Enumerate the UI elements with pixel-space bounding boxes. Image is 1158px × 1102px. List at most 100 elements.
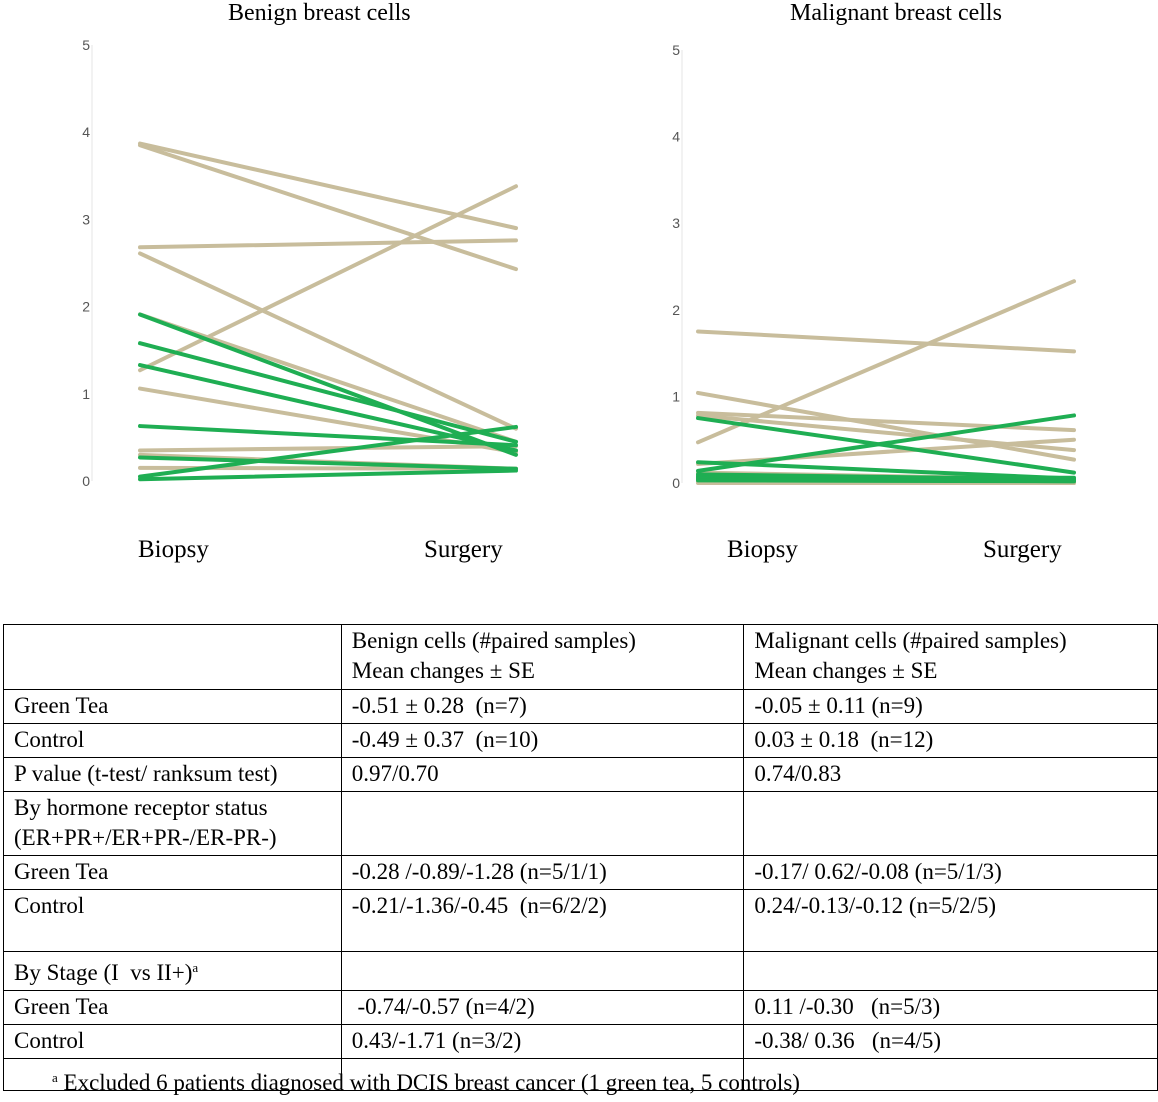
patient-line	[138, 312, 518, 444]
table-cell: -0.74/-0.57 (n=4/2)	[340, 990, 745, 1025]
table-cell: By hormone receptor status (ER+PR+/ER+PR-…	[3, 791, 342, 856]
table-row: P value (t-test/ ranksum test) 0.97/0.70 0…	[3, 757, 1158, 792]
patient-line	[138, 251, 518, 431]
results-table: Benign cells (#paired samples) Mean chang…	[3, 624, 1158, 1091]
cell-text: Control	[14, 1028, 85, 1053]
table-cell: -0.05 ± 0.11 (n=9)	[743, 689, 1158, 724]
table-row: Green Tea -0.74/-0.57 (n=4/2) 0.11 /-0.30…	[3, 990, 1158, 1025]
paired-line-charts: 0 1 2 3 4 5 0 1 2 3 4 5	[82, 37, 1076, 491]
table-cell: -0.49 ± 0.37 (n=10)	[340, 723, 745, 758]
y-tick-label-malignant: 2	[672, 302, 680, 318]
patient-line	[138, 143, 518, 272]
table-cell: 0.74/0.83	[743, 757, 1158, 792]
footnote-marker: a	[52, 1070, 58, 1085]
patient-line	[138, 424, 518, 448]
cell-text: By Stage (I vs II+)	[14, 960, 193, 985]
cell-text: Green Tea	[14, 994, 109, 1019]
patient-line	[696, 329, 1076, 354]
x-label-biopsy-malignant: Biopsy	[727, 536, 798, 563]
patient-line	[138, 238, 518, 250]
cell-text: -0.38/ 0.36 (n=4/5)	[754, 1028, 942, 1053]
cell-text: Control	[14, 727, 85, 752]
table-row: Green Tea -0.51 ± 0.28 (n=7) -0.05 ± 0.11 …	[3, 689, 1158, 724]
y-tick-label-malignant: 0	[672, 475, 680, 491]
y-tick-label-benign: 1	[82, 386, 90, 402]
y-tick-label-malignant: 4	[672, 129, 680, 145]
table-cell: 0.03 ± 0.18 (n=12)	[743, 723, 1158, 758]
cell-text: -0.51 ± 0.28 (n=7)	[351, 693, 527, 718]
table-row: Control 0.43/-1.71 (n=3/2) -0.38/ 0.36 (n=…	[3, 1024, 1158, 1059]
cell-text: Control	[14, 893, 85, 918]
cell-text: P value (t-test/ ranksum test)	[14, 761, 278, 786]
cell-text: 0.11 /-0.30 (n=5/3)	[754, 994, 941, 1019]
table-cell: Malignant cells (#paired samples) Mean ch…	[743, 624, 1158, 690]
table-cell: -0.28 /-0.89/-1.28 (n=5/1/1)	[340, 855, 745, 890]
series-green-tea-malignant	[696, 413, 1076, 484]
patient-line	[696, 410, 1076, 433]
cell-text: -0.49 ± 0.37 (n=10)	[351, 727, 539, 752]
y-tick-label-malignant: 3	[672, 215, 680, 231]
x-label-surgery-benign: Surgery	[424, 536, 503, 563]
y-tick-label-benign: 3	[82, 211, 90, 227]
table-cell	[3, 1058, 342, 1091]
chart-title-benign: Benign breast cells	[228, 0, 411, 26]
table-cell: Control	[3, 1024, 342, 1059]
patient-line	[696, 390, 1076, 462]
table-cell: Control	[3, 723, 342, 758]
table-cell: Green Tea	[3, 855, 342, 890]
table-row: Control -0.21/-1.36/-0.45 (n=6/2/2) 0.24/-…	[3, 889, 1158, 952]
table-cell: Green Tea	[3, 990, 342, 1025]
cell-text: -0.28 /-0.89/-1.28 (n=5/1/1)	[351, 859, 607, 884]
patient-line	[138, 312, 518, 457]
table-cell	[3, 624, 342, 690]
table-cell: -0.21/-1.36/-0.45 (n=6/2/2)	[340, 889, 745, 952]
table-row: Green Tea -0.28 /-0.89/-1.28 (n=5/1/1) -0.…	[3, 855, 1158, 890]
table-cell	[340, 951, 745, 991]
table-header-row: Benign cells (#paired samples) Mean chang…	[3, 624, 1158, 690]
table-cell: By Stage (I vs II+)a	[3, 951, 342, 991]
patient-line	[138, 455, 518, 471]
cell-text: 0.74/0.83	[754, 761, 842, 786]
cell-text: Mean changes ± SE	[754, 658, 938, 683]
patient-line	[696, 416, 1076, 475]
table-cell: -0.17/ 0.62/-0.08 (n=5/1/3)	[743, 855, 1158, 890]
cell-text: Green Tea	[14, 859, 109, 884]
cell-text: -0.05 ± 0.11 (n=9)	[754, 693, 923, 718]
table-cell	[743, 1058, 1158, 1091]
table-cell: Green Tea	[3, 689, 342, 724]
y-tick-label-malignant: 5	[672, 42, 680, 58]
table-cell: 0.97/0.70	[340, 757, 745, 792]
table-cell: -0.38/ 0.36 (n=4/5)	[743, 1024, 1158, 1059]
table-cell	[743, 951, 1158, 991]
chart-title-malignant: Malignant breast cells	[790, 0, 1002, 26]
cell-text: 0.24/-0.13/-0.12 (n=5/2/5)	[754, 893, 996, 918]
footnote-text: Excluded 6 patients diagnosed with DCIS …	[57, 1070, 800, 1095]
patient-line	[138, 444, 518, 453]
table-row: By Stage (I vs II+)a	[3, 951, 1158, 991]
table-cell: 0.11 /-0.30 (n=5/3)	[743, 990, 1158, 1025]
table-row: By hormone receptor status (ER+PR+/ER+PR-…	[3, 791, 1158, 856]
patient-line	[696, 478, 1076, 484]
y-tick-label-benign: 0	[82, 473, 90, 489]
patient-line	[138, 468, 518, 482]
y-tick-label-malignant: 1	[672, 388, 680, 404]
cell-text: -0.21/-1.36/-0.45 (n=6/2/2)	[351, 893, 607, 918]
stage-footnote-marker: a	[192, 960, 199, 975]
x-label-biopsy-benign: Biopsy	[138, 536, 209, 563]
table-cell: 0.43/-1.71 (n=3/2)	[340, 1024, 745, 1059]
table-cell: Control	[3, 889, 342, 952]
cell-text: Benign cells (#paired samples)	[351, 628, 636, 653]
table-cell: Benign cells (#paired samples) Mean chang…	[340, 624, 745, 690]
patient-line	[138, 341, 518, 444]
table-cell: P value (t-test/ ranksum test)	[3, 757, 342, 792]
y-tick-label-benign: 5	[82, 37, 90, 53]
cell-text: By hormone receptor status	[14, 795, 268, 820]
cell-text: 0.97/0.70	[351, 761, 439, 786]
series-control-malignant	[696, 279, 1076, 485]
cell-text: Green Tea	[14, 693, 109, 718]
y-tick-label-benign: 4	[82, 124, 90, 140]
cell-text: -0.74/-0.57 (n=4/2)	[351, 994, 535, 1019]
table-cell: 0.24/-0.13/-0.12 (n=5/2/5)	[743, 889, 1158, 952]
table-cell	[743, 791, 1158, 856]
cell-text: 0.03 ± 0.18 (n=12)	[754, 727, 934, 752]
